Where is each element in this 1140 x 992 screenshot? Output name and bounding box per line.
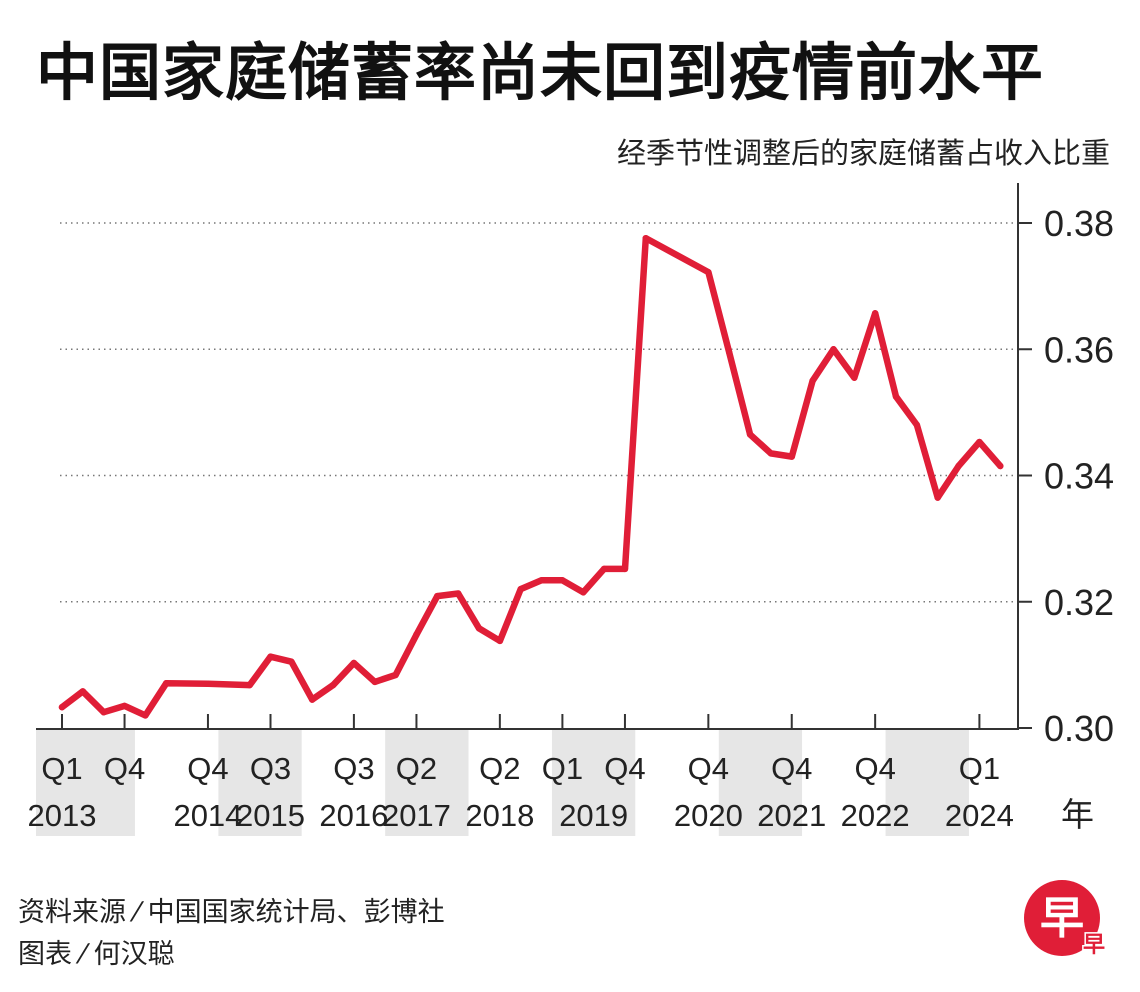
x-tick-year-label: 2021 (757, 798, 826, 833)
x-tick-year-label: 2019 (559, 798, 628, 833)
data-point (851, 374, 858, 381)
x-tick-quarter-label: Q2 (479, 751, 520, 786)
data-point (350, 659, 358, 667)
data-point (892, 393, 900, 400)
x-tick-year-label: 2017 (382, 798, 451, 833)
year-band (885, 730, 969, 836)
y-tick-label: 0.34 (1044, 456, 1114, 497)
data-point (997, 462, 1004, 470)
data-point (496, 637, 504, 645)
data-point (121, 702, 128, 710)
data-point (79, 688, 87, 695)
x-tick-quarter-label: Q3 (333, 751, 374, 786)
data-point (329, 681, 337, 689)
data-point (204, 680, 212, 688)
y-tick-label: 0.30 (1044, 708, 1114, 749)
chart-subtitle: 经季节性调整后的家庭储蓄占收入比重 (616, 136, 1110, 170)
x-tick-year-label: 2022 (841, 798, 910, 833)
data-point (642, 234, 649, 242)
year-band (468, 730, 552, 836)
x-tick-year-label: 2016 (319, 798, 388, 833)
data-point (371, 678, 378, 686)
x-tick-quarter-label: Q1 (41, 751, 82, 786)
data-point (788, 453, 795, 460)
data-point (434, 592, 441, 600)
year-band (385, 730, 469, 836)
x-tick-year-label: 2015 (236, 798, 305, 833)
data-point (726, 349, 733, 356)
data-point (934, 494, 941, 501)
data-point (767, 450, 775, 457)
x-tick-quarter-label: Q4 (187, 751, 228, 786)
x-tick-year-label: 2013 (28, 798, 97, 833)
data-point (809, 377, 816, 385)
data-point (288, 658, 295, 665)
x-tick-quarter-label: Q4 (104, 751, 145, 786)
data-point (267, 653, 274, 660)
data-point (830, 346, 837, 353)
x-tick-quarter-label: Q1 (542, 751, 583, 786)
data-point (559, 577, 566, 584)
x-tick-year-label: 2024 (945, 798, 1014, 833)
data-point (538, 577, 545, 584)
chart-title: 中国家庭储蓄率尚未回到疫情前水平 (36, 36, 1045, 109)
year-band (301, 730, 386, 836)
x-tick-year-label: 2014 (173, 798, 242, 833)
x-tick-quarter-label: Q2 (396, 751, 437, 786)
x-tick-quarter-label: Q3 (250, 751, 291, 786)
data-point (100, 709, 107, 716)
data-point (955, 462, 962, 470)
x-tick-quarter-label: Q4 (854, 751, 895, 786)
data-point (705, 269, 712, 276)
zaobao-logo: 早 早 (1024, 880, 1107, 960)
data-point (413, 631, 420, 638)
year-band (218, 730, 302, 836)
year-band (635, 730, 719, 836)
source-note: 资料来源 ⁄ 中国国家统计局、彭博社 (18, 897, 445, 928)
year-band (134, 730, 219, 836)
data-point (309, 696, 316, 703)
year-band (36, 730, 135, 836)
data-point (142, 712, 149, 719)
data-point (600, 565, 608, 573)
data-point (163, 679, 170, 687)
y-tick-label: 0.36 (1044, 329, 1114, 370)
year-band (718, 730, 803, 836)
logo-circle (1024, 880, 1100, 956)
x-tick-quarter-label: Q1 (959, 751, 1000, 786)
data-point (976, 438, 983, 446)
x-tick-year-label: 2020 (674, 798, 743, 833)
data-point (454, 590, 462, 597)
data-point (621, 565, 629, 573)
x-tick-quarter-label: Q4 (688, 751, 729, 786)
data-point (913, 421, 921, 429)
year-band (968, 730, 1058, 836)
data-point (246, 681, 253, 689)
logo-char-small: 早 (1083, 933, 1105, 958)
series-line (58, 234, 1004, 719)
data-point (58, 703, 66, 711)
data-point (392, 671, 399, 679)
logo-char-large: 早 (1040, 893, 1084, 944)
x-tick-year-label: 2018 (465, 798, 534, 833)
x-tick-quarter-label: Q4 (604, 751, 645, 786)
data-point (746, 431, 754, 438)
y-tick-label: 0.32 (1044, 582, 1114, 623)
data-point (517, 585, 524, 593)
data-point (580, 589, 587, 596)
x-axis-unit-label: 年 (1061, 795, 1094, 834)
credit-note: 图表 ⁄ 何汉聪 (18, 939, 175, 970)
year-band (551, 730, 636, 836)
x-tick-quarter-label: Q4 (771, 751, 812, 786)
data-point (871, 310, 879, 317)
data-point (475, 625, 483, 632)
y-tick-label: 0.38 (1044, 203, 1114, 244)
year-band (802, 730, 886, 836)
